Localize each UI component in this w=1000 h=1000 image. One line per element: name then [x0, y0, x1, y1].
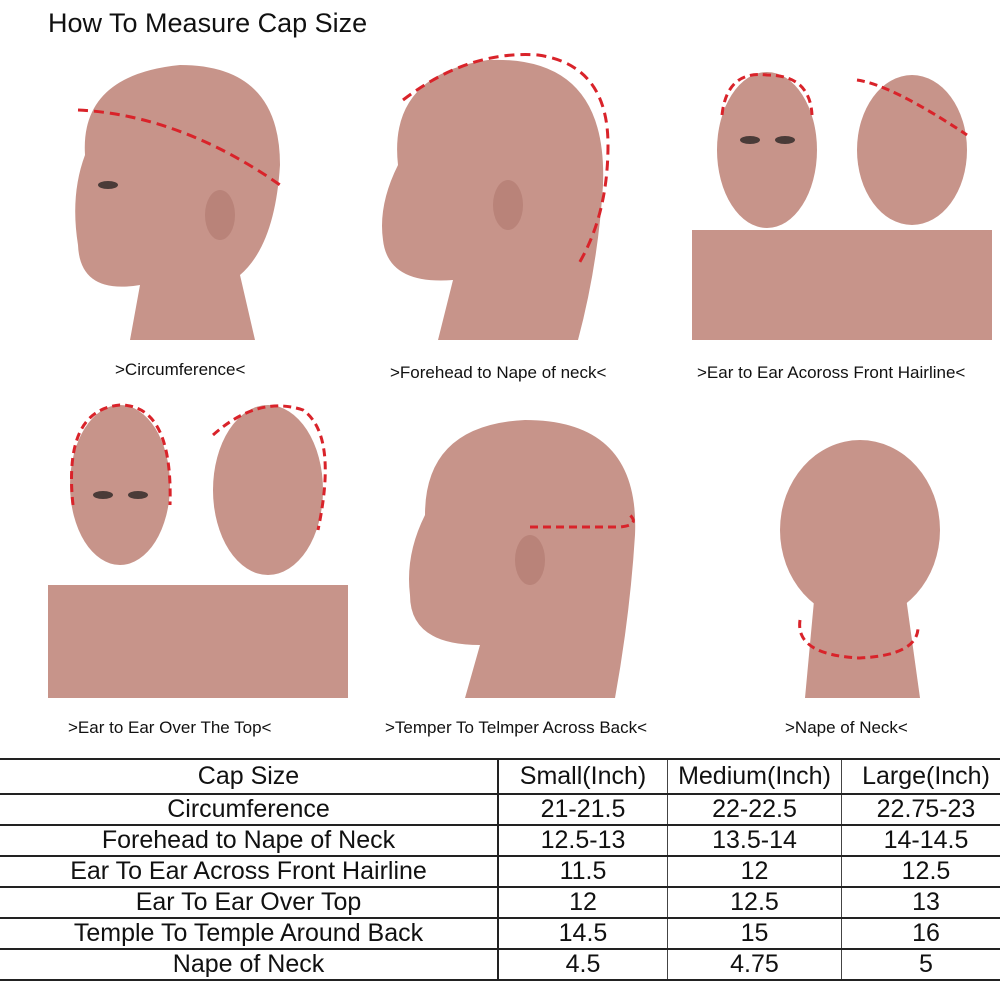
mannequin-temple-back-photo [409, 420, 636, 698]
table-header-row: Cap Size Small(Inch) Medium(Inch) Large(… [0, 758, 1000, 795]
header-large: Large(Inch) [841, 758, 1000, 795]
large-value: 13 [841, 886, 1000, 919]
medium-value: 12.5 [667, 886, 842, 919]
table-row: Circumference 21-21.5 22-22.5 22.75-23 [0, 793, 1000, 826]
header-small: Small(Inch) [498, 758, 668, 795]
measurement-label: Circumference [0, 793, 499, 826]
medium-value: 13.5-14 [667, 824, 842, 857]
mannequin-over-top-photo [48, 403, 348, 698]
small-value: 11.5 [498, 855, 668, 888]
mannequin-nape-photo [780, 440, 940, 698]
header-medium: Medium(Inch) [667, 758, 842, 795]
caption-temple-back: >Temper To Telmper Across Back< [385, 718, 648, 737]
small-value: 12.5-13 [498, 824, 668, 857]
mannequin-forehead-nape-photo [382, 53, 610, 340]
measurement-label: Ear To Ear Across Front Hairline [0, 855, 499, 888]
medium-value: 22-22.5 [667, 793, 842, 826]
measurement-label: Nape of Neck [0, 948, 499, 981]
table-row: Nape of Neck 4.5 4.75 5 [0, 948, 1000, 981]
large-value: 16 [841, 917, 1000, 950]
medium-value: 4.75 [667, 948, 842, 981]
medium-value: 12 [667, 855, 842, 888]
large-value: 5 [841, 948, 1000, 981]
caption-forehead-nape: >Forehead to Nape of neck< [390, 363, 607, 382]
header-cap-size: Cap Size [0, 758, 499, 795]
table-row: Ear To Ear Over Top 12 12.5 13 [0, 886, 1000, 919]
table-row: Temple To Temple Around Back 14.5 15 16 [0, 917, 1000, 950]
caption-front-hairline: >Ear to Ear Acoross Front Hairline< [697, 363, 966, 382]
mannequin-circumference-photo [75, 65, 281, 340]
measurement-label: Temple To Temple Around Back [0, 917, 499, 950]
large-value: 22.75-23 [841, 793, 1000, 826]
small-value: 14.5 [498, 917, 668, 950]
medium-value: 15 [667, 917, 842, 950]
mannequin-front-hairline-photo [692, 72, 992, 340]
large-value: 14-14.5 [841, 824, 1000, 857]
caption-over-top: >Ear to Ear Over The Top< [68, 718, 272, 737]
caption-circumference: >Circumference< [115, 360, 246, 379]
large-value: 12.5 [841, 855, 1000, 888]
table-row: Ear To Ear Across Front Hairline 11.5 12 12… [0, 855, 1000, 888]
small-value: 4.5 [498, 948, 668, 981]
page-title: How To Measure Cap Size [48, 8, 368, 38]
measurement-label: Ear To Ear Over Top [0, 886, 499, 919]
small-value: 12 [498, 886, 668, 919]
cap-size-table: Cap Size Small(Inch) Medium(Inch) Large(… [0, 758, 1000, 981]
small-value: 21-21.5 [498, 793, 668, 826]
measurement-label: Forehead to Nape of Neck [0, 824, 499, 857]
caption-nape: >Nape of Neck< [785, 718, 908, 737]
table-row: Forehead to Nape of Neck 12.5-13 13.5-14 14… [0, 824, 1000, 857]
